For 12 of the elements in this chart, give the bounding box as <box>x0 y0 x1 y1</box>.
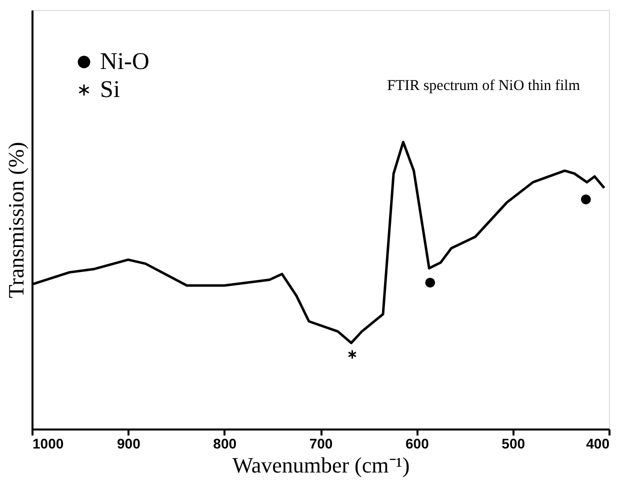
text: FTIR spectrum of NiO thin film <box>387 78 580 94</box>
x-tick-label: 1000 <box>32 436 64 452</box>
y-axis-title: Transmission (%) <box>4 142 28 298</box>
x-tick-label: 600 <box>405 436 430 452</box>
x-axis-title: Wavenumber (cm⁻¹) <box>232 452 410 478</box>
x-tick-label: 700 <box>309 436 333 452</box>
x-tick-label: 400 <box>586 436 610 452</box>
legend-label: Ni-O <box>100 49 150 75</box>
x-tick-label: 500 <box>502 436 526 452</box>
x-tick-label: 900 <box>116 436 141 452</box>
legend-label: Si <box>100 77 120 103</box>
x-tick-label: 800 <box>213 436 237 452</box>
